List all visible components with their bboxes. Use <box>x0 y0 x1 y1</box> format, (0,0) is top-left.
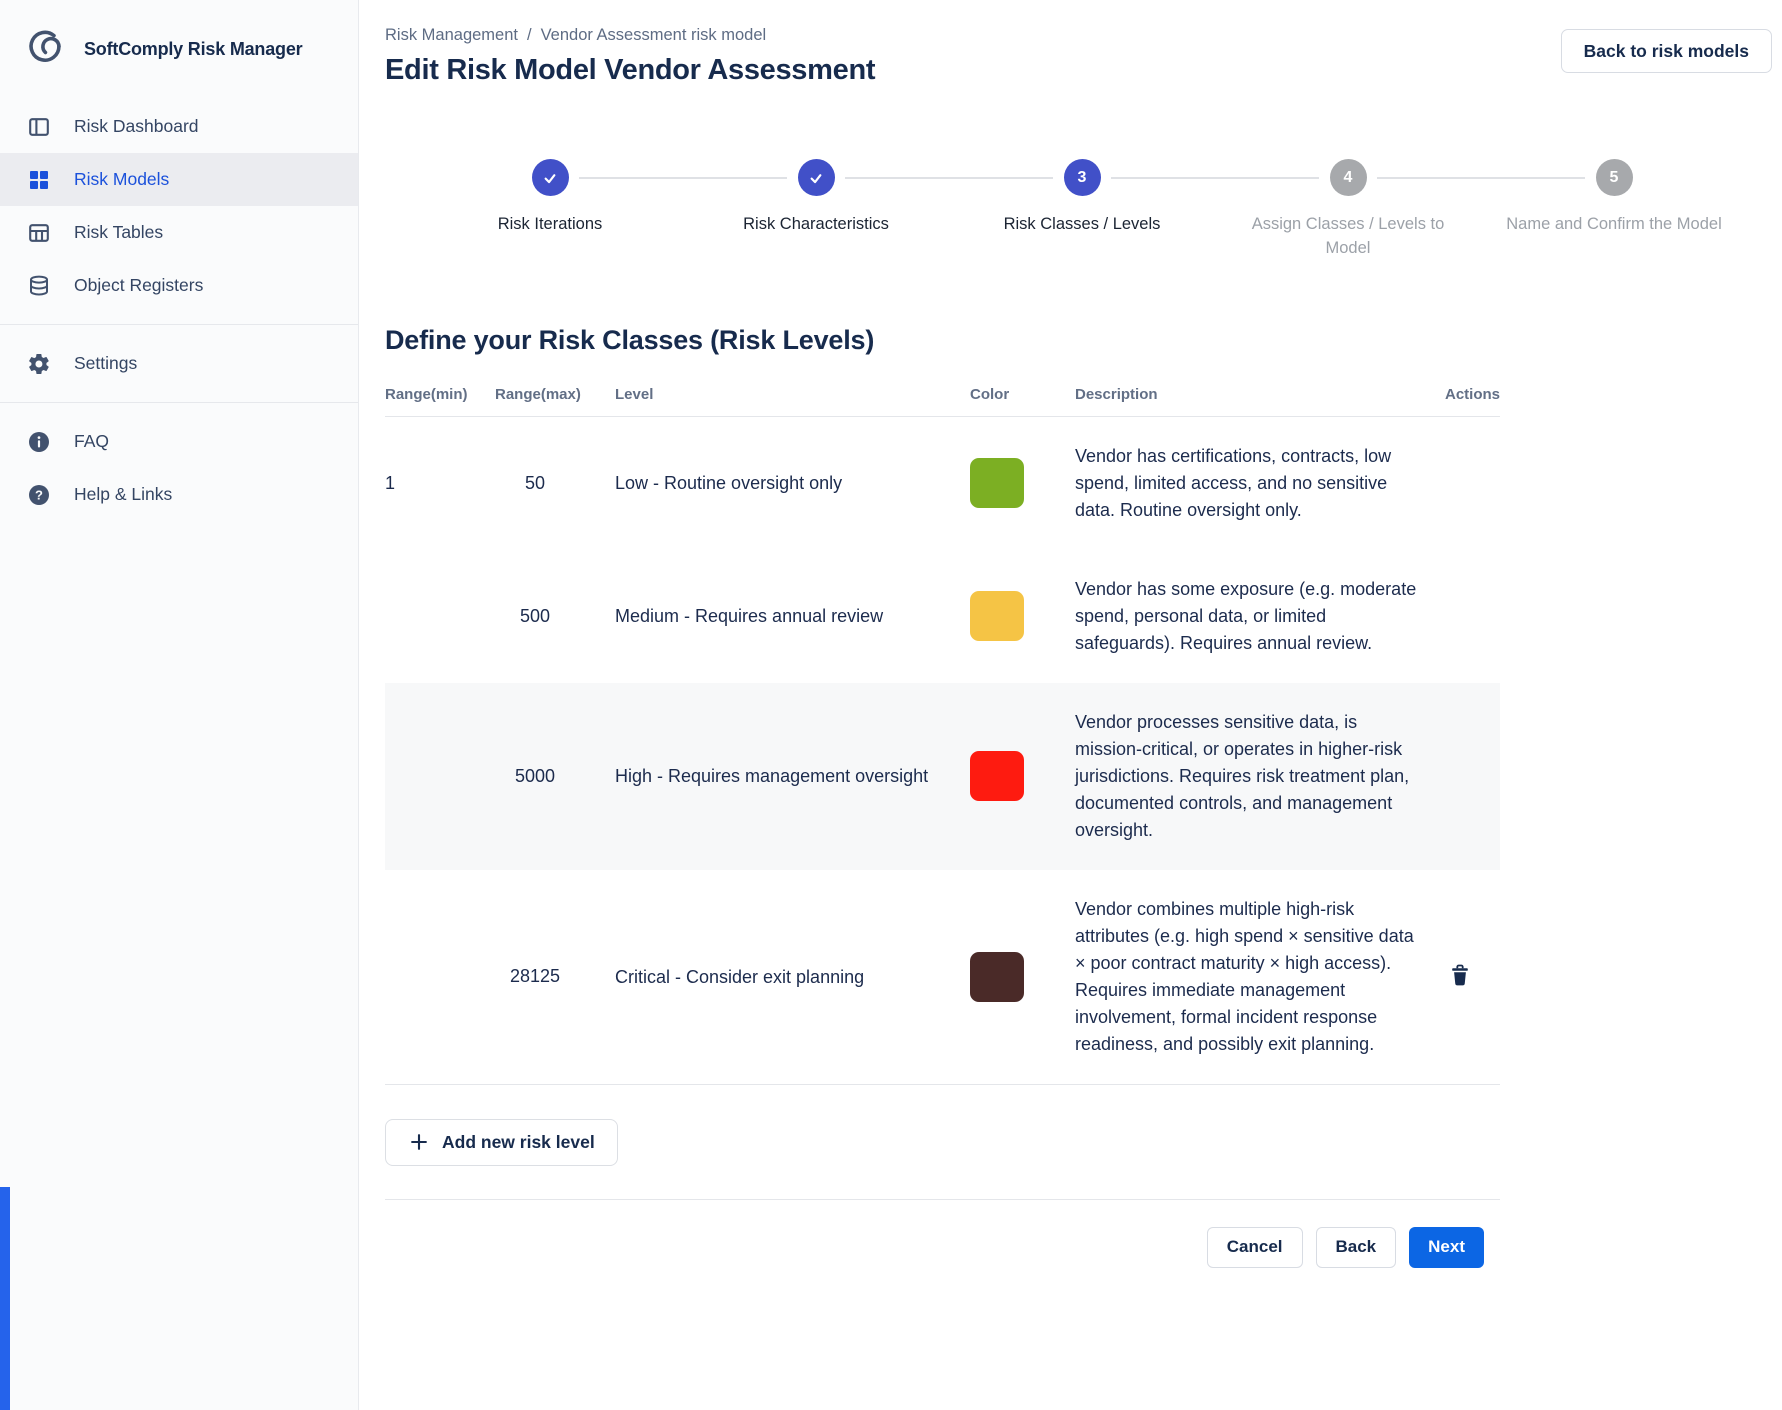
range-max-value: 28125 <box>509 966 561 987</box>
wizard-footer: Cancel Back Next <box>385 1226 1500 1268</box>
color-swatch[interactable] <box>970 951 1024 1002</box>
trash-icon <box>1452 964 1468 986</box>
risk-classes-table: Range(min) Range(max) Level Color Descri… <box>385 386 1500 1268</box>
app-logo-row: SoftComply Risk Manager <box>0 0 358 70</box>
column-header-color: Color <box>970 385 1010 403</box>
database-icon <box>26 273 52 299</box>
color-swatch[interactable] <box>970 458 1024 509</box>
table-row-medium: 500 Medium - Requires annual review Vend… <box>385 550 1500 683</box>
level-label: Medium - Requires annual review <box>615 606 884 627</box>
breadcrumb-separator: / <box>526 26 532 44</box>
column-header-level: Level <box>615 385 654 403</box>
column-header-actions: Actions <box>1444 385 1500 403</box>
step-risk-characteristics[interactable]: Risk Characteristics <box>683 159 1053 261</box>
sidebar-item-risk-models[interactable]: Risk Models <box>0 153 358 206</box>
level-description: Vendor has some exposure (e.g. moderate … <box>1075 578 1417 653</box>
sidebar-item-label: Risk Models <box>74 169 170 189</box>
range-max-value: 50 <box>524 472 546 493</box>
range-min-value: 1 <box>385 472 396 493</box>
wizard-stepper: Risk Iterations Risk Characteristics 3 R… <box>417 159 1747 261</box>
range-max-value: 5000 <box>514 765 556 786</box>
gear-icon <box>26 351 52 377</box>
check-icon <box>810 173 822 183</box>
color-swatch[interactable] <box>970 751 1024 802</box>
step-label: Name and Confirm the Model <box>1506 215 1722 233</box>
table-row-critical: 28125 Critical - Consider exit planning … <box>385 870 1500 1084</box>
plus-icon <box>411 1134 427 1151</box>
step-label: Risk Classes / Levels <box>1003 215 1161 233</box>
level-label: High - Requires management oversight <box>615 766 929 787</box>
column-header-description: Description <box>1075 385 1158 403</box>
sidebar-item-label: Risk Dashboard <box>74 116 199 136</box>
cancel-button[interactable]: Cancel <box>1206 1226 1303 1268</box>
level-label: Critical - Consider exit planning <box>615 966 865 987</box>
range-max-value: 500 <box>519 605 551 626</box>
level-description: Vendor processes sensitive data, is miss… <box>1075 711 1410 840</box>
table-row-low: 1 50 Low - Routine oversight only Vendor… <box>385 417 1500 550</box>
step-completed-circle <box>797 159 835 196</box>
step-risk-iterations[interactable]: Risk Iterations <box>417 159 787 261</box>
step-name-confirm-model[interactable]: 5 Name and Confirm the Model <box>1481 159 1747 261</box>
level-description: Vendor has certifications, contracts, lo… <box>1075 445 1392 520</box>
sidebar-item-label: Help & Links <box>74 484 173 504</box>
sidebar-item-label: Object Registers <box>74 275 204 295</box>
svg-text:?: ? <box>35 487 43 502</box>
footer-divider <box>385 1198 1500 1200</box>
sidebar-item-label: FAQ <box>74 431 110 451</box>
add-new-risk-level-button[interactable]: Add new risk level <box>385 1118 618 1166</box>
softcomply-logo-icon <box>26 28 64 71</box>
table-icon <box>26 220 52 246</box>
left-edge-accent-bar <box>0 1187 10 1410</box>
step-assign-classes-levels[interactable]: 4 Assign Classes / Levels to Model <box>1215 159 1585 261</box>
sidebar-item-settings[interactable]: Settings <box>0 337 358 390</box>
level-description: Vendor combines multiple high-risk attri… <box>1075 898 1414 1054</box>
sidebar-item-risk-dashboard[interactable]: Risk Dashboard <box>0 100 358 153</box>
question-icon: ? <box>26 482 52 508</box>
sidebar-nav: Risk Dashboard Risk Models <box>0 100 358 521</box>
table-row-high: 5000 High - Requires management oversigh… <box>385 682 1500 870</box>
breadcrumb: Risk Management / Vendor Assessment risk… <box>385 26 1772 45</box>
step-label: Assign Classes / Levels to Model <box>1251 215 1445 257</box>
table-header-row: Range(min) Range(max) Level Color Descri… <box>385 386 1500 417</box>
color-swatch[interactable] <box>970 591 1024 642</box>
section-heading: Define your Risk Classes (Risk Levels) <box>385 324 875 355</box>
add-button-label: Add new risk level <box>442 1131 595 1152</box>
sidebar-divider <box>0 324 358 325</box>
dashboard-icon <box>26 114 52 140</box>
main-content: Risk Management / Vendor Assessment risk… <box>360 0 1782 1410</box>
step-label: Risk Characteristics <box>743 215 889 233</box>
step-completed-circle <box>531 159 569 196</box>
delete-row-button[interactable] <box>1447 963 1473 991</box>
back-button[interactable]: Back <box>1315 1226 1397 1268</box>
sidebar-item-risk-tables[interactable]: Risk Tables <box>0 206 358 259</box>
table-body: 1 50 Low - Routine oversight only Vendor… <box>385 417 1500 1085</box>
column-header-range-max: Range(max) <box>495 385 581 403</box>
step-number-circle: 4 <box>1329 159 1367 196</box>
sidebar-item-label: Risk Tables <box>74 222 164 242</box>
sidebar: SoftComply Risk Manager Risk Dashboard <box>0 0 359 1410</box>
app-title: SoftComply Risk Manager <box>84 38 303 59</box>
sidebar-divider <box>0 402 358 403</box>
step-number-circle: 5 <box>1595 159 1633 196</box>
step-risk-classes-levels[interactable]: 3 Risk Classes / Levels <box>949 159 1319 261</box>
breadcrumb-risk-management[interactable]: Risk Management <box>385 26 518 44</box>
sidebar-item-label: Settings <box>74 353 138 373</box>
breadcrumb-current-page[interactable]: Vendor Assessment risk model <box>540 26 767 44</box>
column-header-range-min: Range(min) <box>385 385 468 403</box>
info-icon <box>26 429 52 455</box>
back-to-risk-models-button[interactable]: Back to risk models <box>1560 29 1772 73</box>
sidebar-item-faq[interactable]: FAQ <box>0 415 358 468</box>
sidebar-item-object-registers[interactable]: Object Registers <box>0 259 358 312</box>
next-button[interactable]: Next <box>1409 1226 1484 1268</box>
sidebar-item-help-links[interactable]: ? Help & Links <box>0 468 358 521</box>
check-icon <box>544 173 556 183</box>
grid-icon <box>26 167 52 193</box>
level-label: Low - Routine oversight only <box>615 473 843 494</box>
step-number-circle: 3 <box>1063 159 1101 196</box>
step-label: Risk Iterations <box>497 215 603 233</box>
page-title: Edit Risk Model Vendor Assessment <box>385 54 876 86</box>
